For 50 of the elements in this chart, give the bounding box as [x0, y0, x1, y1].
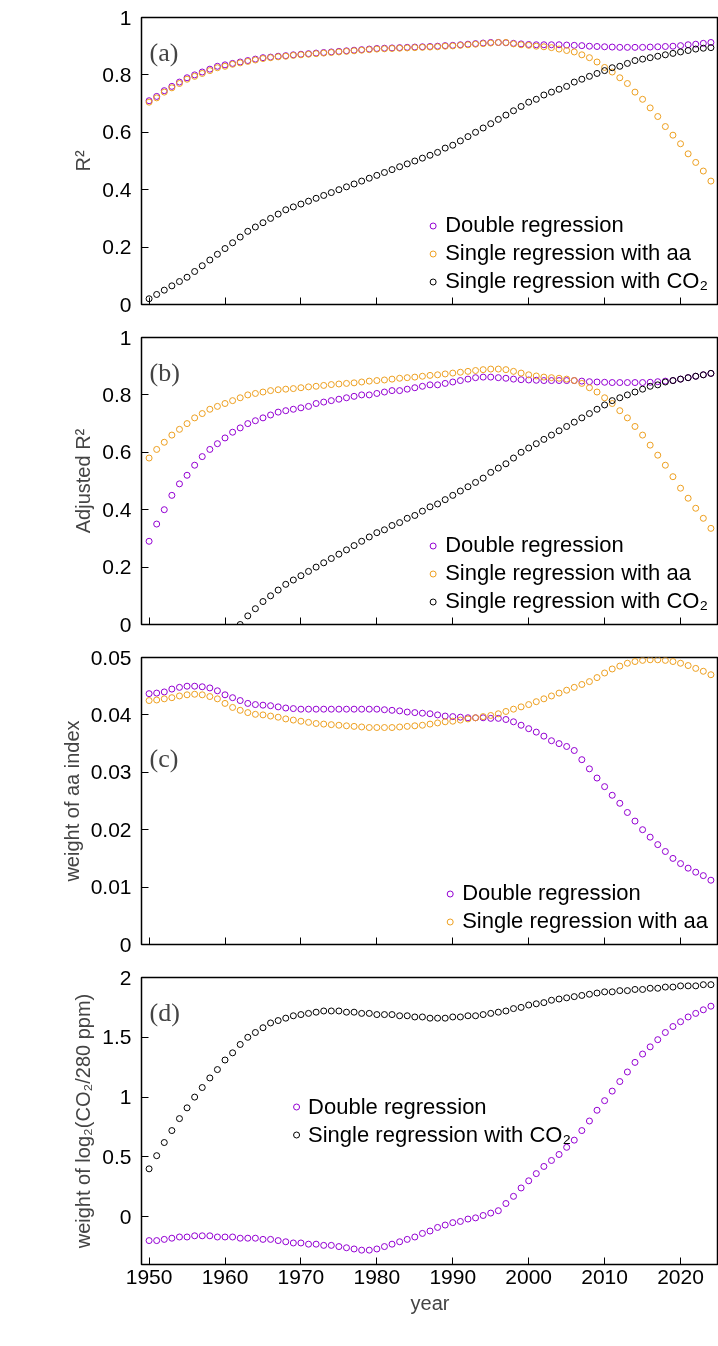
legend-label: Single regression with CO₂ [445, 588, 708, 614]
y-tick-label: 0.2 [102, 555, 132, 579]
x-tick-label: 2010 [581, 1264, 628, 1288]
legend-label: Single regression with CO₂ [445, 268, 708, 294]
y-tick-label: 1 [119, 1085, 132, 1109]
y-tick-label: 0.05 [90, 645, 132, 669]
x-tick-label: 2020 [657, 1264, 704, 1288]
legend-label: Single regression with aa [445, 240, 691, 266]
y-tick-label: 0.8 [102, 62, 132, 86]
x-tick-label: 1990 [429, 1264, 477, 1288]
x-axis-title: year [410, 1291, 450, 1314]
x-tick-label: 1960 [201, 1264, 249, 1288]
annotation: (d) [149, 997, 180, 1027]
y-tick-label: 0 [119, 1204, 132, 1228]
y-tick-label: 1.5 [102, 1025, 132, 1049]
annotation: (c) [149, 743, 179, 773]
y-axis-title: weight of aa index [60, 720, 83, 883]
y-tick-label: 0.6 [102, 440, 132, 464]
y-tick-label: 0.2 [102, 235, 132, 259]
y-tick-label: 1 [119, 5, 132, 29]
y-tick-label: 2 [119, 965, 132, 989]
y-tick-label: 0.5 [102, 1144, 132, 1168]
y-axis-title: R² [72, 150, 95, 172]
y-tick-label: 0.6 [102, 120, 132, 144]
annotation: (b) [149, 357, 180, 387]
y-tick-label: 0.02 [90, 817, 132, 841]
annotation: (a) [149, 37, 179, 67]
legend-label: Double regression [445, 212, 624, 238]
x-tick-label: 2000 [505, 1264, 553, 1288]
y-axis-title: weight of log₂(CO₂/280 ppm) [72, 993, 95, 1250]
y-tick-label: 0.04 [90, 702, 132, 726]
legend-label: Double regression [308, 1093, 487, 1120]
y-tick-label: 0 [119, 292, 132, 316]
y-tick-label: 0.03 [90, 760, 132, 784]
legend-label: Single regression with aa [462, 908, 708, 934]
y-tick-label: 1 [119, 325, 132, 349]
y-tick-label: 0.4 [102, 177, 132, 201]
legend-label: Single regression with aa [445, 560, 691, 586]
x-tick-label: 1950 [125, 1264, 173, 1288]
y-tick-label: 0.8 [102, 382, 132, 406]
y-axis-title: Adjusted R² [72, 428, 95, 534]
legend-label: Double regression [445, 532, 624, 558]
y-tick-label: 0 [119, 932, 132, 956]
x-tick-label: 1980 [353, 1264, 401, 1288]
x-tick-label: 1970 [277, 1264, 325, 1288]
legend-label: Single regression with CO₂ [308, 1121, 571, 1148]
y-tick-label: 0.4 [102, 497, 132, 521]
y-tick-label: 0.01 [90, 875, 132, 899]
y-tick-label: 0 [119, 612, 132, 636]
legend-label: Double regression [462, 880, 641, 906]
